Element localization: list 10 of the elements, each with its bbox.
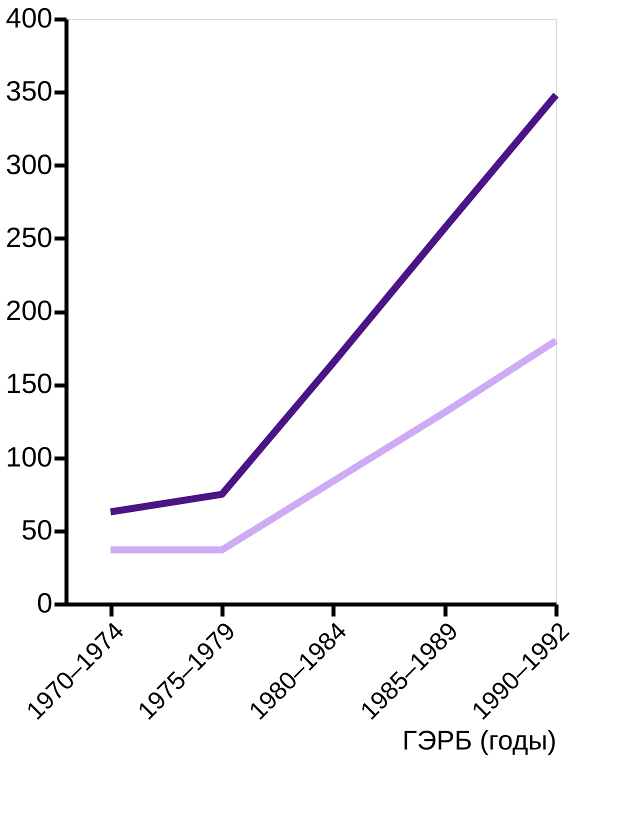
y-tick-label: 50 (21, 514, 52, 546)
y-tick-label: 250 (6, 222, 52, 253)
y-tick-label: 200 (6, 295, 52, 326)
y-tick-label: 400 (6, 2, 52, 34)
y-tick-label: 300 (6, 148, 52, 180)
y-tick-label: 100 (6, 441, 52, 472)
y-tick-label: 150 (6, 368, 52, 400)
x-axis-title: ГЭРБ (годы) (402, 726, 556, 756)
y-tick-label: 0 (36, 588, 52, 618)
y-tick-label: 350 (6, 76, 52, 107)
